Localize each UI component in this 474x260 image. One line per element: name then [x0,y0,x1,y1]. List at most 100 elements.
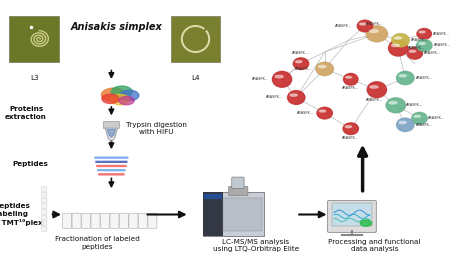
FancyBboxPatch shape [203,192,264,236]
FancyBboxPatch shape [223,198,262,231]
FancyBboxPatch shape [203,192,223,236]
FancyBboxPatch shape [103,121,119,129]
Ellipse shape [288,91,305,104]
Ellipse shape [392,34,410,47]
FancyBboxPatch shape [41,192,47,197]
Ellipse shape [399,121,406,124]
Ellipse shape [290,94,297,96]
Ellipse shape [417,28,432,39]
Ellipse shape [319,66,326,68]
FancyBboxPatch shape [82,213,91,228]
Ellipse shape [343,73,358,85]
Ellipse shape [412,113,427,124]
Ellipse shape [397,118,414,131]
Text: ARASPK...: ARASPK... [342,136,359,140]
Ellipse shape [392,44,399,47]
FancyBboxPatch shape [63,213,72,228]
FancyBboxPatch shape [119,213,128,228]
Text: ARASPK...: ARASPK... [342,86,359,90]
Text: ARASPK...: ARASPK... [297,111,314,115]
Ellipse shape [346,76,352,78]
Ellipse shape [295,61,302,63]
Text: ARASPK...: ARASPK... [252,77,269,81]
Ellipse shape [386,98,406,113]
Ellipse shape [317,107,333,119]
FancyBboxPatch shape [96,165,127,167]
Ellipse shape [275,75,283,78]
Ellipse shape [344,74,358,85]
Ellipse shape [386,98,405,113]
Text: LC-MS/MS analysis
using LTQ-Orbitrap Elite: LC-MS/MS analysis using LTQ-Orbitrap Eli… [213,239,299,252]
FancyBboxPatch shape [41,198,47,203]
Ellipse shape [293,58,309,70]
Text: Peptides
labeling
with TMT¹⁰plex: Peptides labeling with TMT¹⁰plex [0,203,43,226]
FancyBboxPatch shape [232,177,244,188]
Ellipse shape [357,20,373,32]
Text: Processing and functional
data analysis: Processing and functional data analysis [328,239,420,252]
Ellipse shape [419,31,425,33]
Text: Proteins
extraction: Proteins extraction [5,106,47,120]
Ellipse shape [343,123,358,134]
Circle shape [360,220,372,226]
Ellipse shape [407,47,423,59]
Ellipse shape [319,110,326,112]
Text: ARASPK...: ARASPK... [433,32,450,36]
Ellipse shape [396,71,414,85]
Ellipse shape [407,48,422,59]
Ellipse shape [370,86,378,88]
Ellipse shape [411,112,428,124]
Circle shape [111,86,132,98]
Ellipse shape [343,123,359,135]
Ellipse shape [397,72,414,84]
FancyBboxPatch shape [100,213,109,228]
Text: ARASPK...: ARASPK... [411,38,428,42]
Ellipse shape [287,90,305,105]
Text: ARASPK...: ARASPK... [266,95,283,100]
FancyBboxPatch shape [9,16,59,62]
Ellipse shape [399,75,406,77]
Text: Trypsin digestion
with HIFU: Trypsin digestion with HIFU [126,122,187,135]
Text: ARASPK...: ARASPK... [292,51,310,55]
Ellipse shape [417,29,431,39]
FancyBboxPatch shape [129,213,138,228]
Text: ARASPK...: ARASPK... [335,24,352,28]
FancyBboxPatch shape [41,187,47,191]
Ellipse shape [316,62,333,75]
Ellipse shape [366,26,387,42]
Ellipse shape [396,118,414,132]
FancyBboxPatch shape [41,204,47,209]
Text: ARASPK...: ARASPK... [424,51,441,55]
Ellipse shape [389,40,408,56]
FancyBboxPatch shape [41,227,47,231]
Ellipse shape [272,71,292,87]
FancyBboxPatch shape [94,157,128,159]
Ellipse shape [369,30,378,32]
Ellipse shape [359,23,366,25]
FancyBboxPatch shape [41,221,47,226]
Ellipse shape [389,101,397,104]
FancyBboxPatch shape [97,169,126,171]
Ellipse shape [317,107,332,119]
Circle shape [110,94,129,105]
Ellipse shape [316,62,334,76]
Ellipse shape [414,115,420,117]
Text: ARASPK...: ARASPK... [416,123,433,127]
FancyBboxPatch shape [41,210,47,214]
FancyBboxPatch shape [91,213,100,228]
FancyBboxPatch shape [148,213,157,228]
FancyBboxPatch shape [171,16,220,62]
Text: L3: L3 [30,75,38,81]
Text: Peptides: Peptides [13,161,49,167]
Circle shape [101,88,126,102]
Circle shape [120,90,139,101]
Text: ARASPK...: ARASPK... [408,46,425,50]
Text: ARASPK...: ARASPK... [366,22,383,26]
Ellipse shape [345,126,352,128]
Polygon shape [107,129,116,137]
FancyBboxPatch shape [138,213,147,228]
FancyBboxPatch shape [41,215,47,220]
FancyBboxPatch shape [228,186,248,196]
Ellipse shape [357,20,373,32]
Ellipse shape [394,37,401,39]
Circle shape [119,96,134,105]
